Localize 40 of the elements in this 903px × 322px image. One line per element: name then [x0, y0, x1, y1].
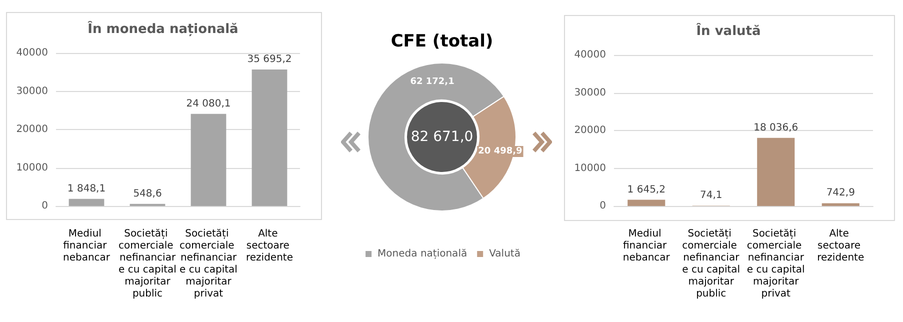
x-tick-label: Mediul financiar nebancar [62, 228, 111, 264]
y-tick-label: 30000 [574, 87, 606, 98]
data-label: 548,6 [133, 188, 162, 200]
y-tick-label: 40000 [574, 50, 606, 60]
bar [757, 138, 795, 206]
bar [68, 198, 104, 206]
bar [252, 69, 288, 206]
data-label: 1 645,2 [627, 184, 666, 196]
y-tick-label: 10000 [16, 162, 48, 174]
legend-label: Moneda națională [378, 248, 468, 260]
text: 82 671,0 [410, 129, 474, 145]
x-tick-label: Alte sectoare rezidente [246, 228, 293, 264]
y-tick-label: 30000 [16, 86, 48, 97]
x-tick-label: Societăți comerciale nefinanciare cu capital majoritar privat [746, 228, 805, 300]
chart-title: În moneda națională [88, 20, 238, 37]
data-label: 24 080,1 [186, 98, 231, 110]
data-label: 62 172,1 [410, 76, 454, 87]
y-tick-label: 0 [42, 200, 48, 212]
x-tick-label: Societăți comerciale nefinanciare cu capital majoritar public [682, 228, 740, 300]
x-tick-label: Societăți comerciale nefinanciare cu capital majoritar public [118, 228, 176, 300]
bar [190, 114, 226, 206]
chart-title: În valută [696, 22, 761, 39]
y-tick-label: 20000 [16, 124, 48, 135]
data-label: 1 848,1 [67, 183, 106, 194]
chart-title: CFE (total) [390, 32, 494, 52]
y-tick-label: 10000 [574, 162, 606, 174]
data-label: 74,1 [700, 190, 722, 202]
legend-label: Valută [489, 248, 520, 260]
data-label: 20 498,9 [478, 146, 522, 157]
data-label: 35 695,2 [247, 54, 292, 65]
y-tick-label: 20000 [574, 125, 606, 136]
x-tick-label: Mediul financiar nebancar [622, 228, 671, 264]
x-tick-label: Alte sectoare rezidente [817, 228, 864, 264]
y-tick-label: 0 [600, 200, 606, 212]
y-tick-label: 40000 [16, 48, 48, 58]
x-tick-label: Societăți comerciale nefinanciare cu capital majoritar privat [180, 228, 238, 300]
bar [822, 203, 860, 206]
data-label: 742,9 [826, 188, 855, 199]
data-label: 18 036,6 [754, 122, 798, 134]
bar [628, 200, 666, 206]
